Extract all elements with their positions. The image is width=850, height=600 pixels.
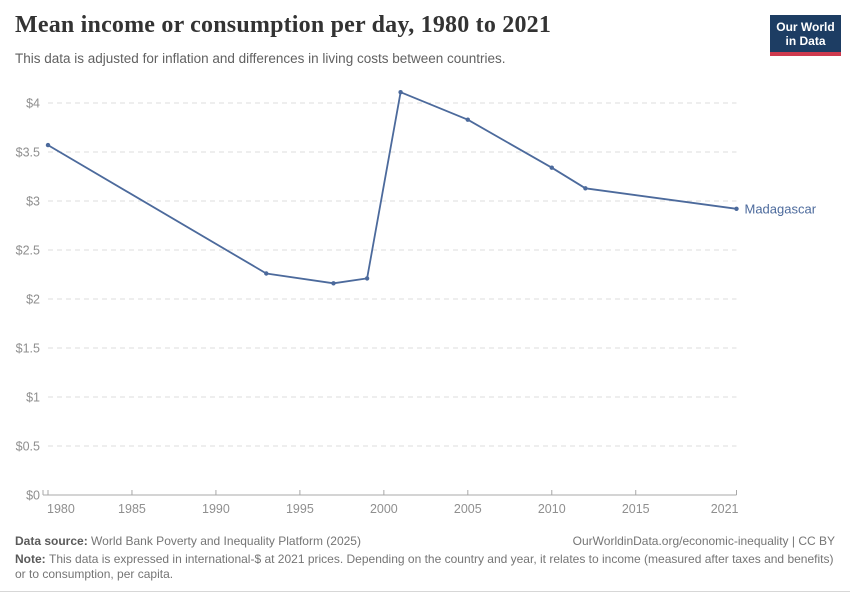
x-axis-tick-label: 2005 (454, 502, 482, 516)
x-axis-tick-label: 2015 (622, 502, 650, 516)
y-axis-tick-label: $1.5 (16, 342, 40, 356)
y-axis-tick-label: $3.5 (16, 146, 40, 160)
x-axis-tick-label: 1995 (286, 502, 314, 516)
data-point (264, 271, 269, 276)
x-axis-tick-label: 1980 (47, 502, 75, 516)
data-source-label: Data source: (15, 534, 88, 548)
owid-logo-line2: in Data (785, 34, 826, 48)
y-axis-tick-label: $3 (26, 195, 40, 209)
chart-subtitle: This data is adjusted for inflation and … (15, 51, 506, 66)
footer-source-row: Data source: World Bank Poverty and Ineq… (15, 534, 835, 548)
note-label: Note: (15, 552, 46, 566)
data-point (45, 142, 51, 148)
x-axis-tick-label: 1990 (202, 502, 230, 516)
data-point (549, 165, 554, 170)
data-point (734, 206, 739, 211)
credit-link[interactable]: OurWorldinData.org/economic-inequality |… (572, 534, 835, 548)
data-point (364, 276, 370, 281)
y-axis-tick-label: $4 (26, 97, 40, 111)
x-axis-tick-label: 2010 (538, 502, 566, 516)
data-line (47, 91, 738, 285)
owid-logo: Our World in Data (770, 15, 841, 56)
y-axis-tick-label: $2 (26, 293, 40, 307)
x-axis-tick-label: 2021 (711, 502, 739, 516)
data-point (398, 90, 403, 95)
y-axis-tick-label: $0.5 (16, 440, 40, 454)
data-point (583, 186, 588, 191)
series-entity-label: Madagascar (745, 201, 817, 216)
footer-note: Note: This data is expressed in internat… (15, 552, 835, 582)
bottom-divider (0, 591, 850, 592)
y-axis-tick-label: $1 (26, 391, 40, 405)
data-source-text: World Bank Poverty and Inequality Platfo… (91, 534, 361, 548)
data-point (465, 117, 470, 122)
y-axis-tick-label: $0 (26, 489, 40, 503)
page-title: Mean income or consumption per day, 1980… (15, 12, 552, 38)
y-axis-tick-label: $2.5 (16, 244, 40, 258)
data-point (331, 281, 336, 286)
note-text: This data is expressed in international-… (15, 552, 834, 581)
owid-logo-line1: Our World (776, 20, 835, 34)
data-source: Data source: World Bank Poverty and Ineq… (15, 534, 361, 548)
x-axis-tick-label: 2000 (370, 502, 398, 516)
x-axis-tick-label: 1985 (118, 502, 146, 516)
